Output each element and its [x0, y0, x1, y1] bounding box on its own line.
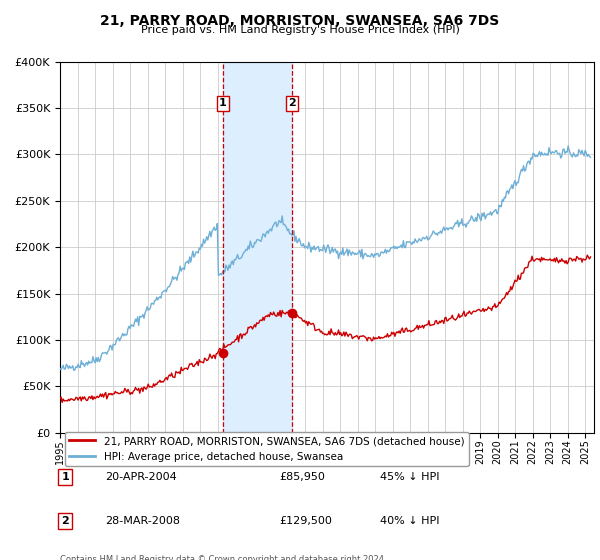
Text: 21, PARRY ROAD, MORRISTON, SWANSEA, SA6 7DS: 21, PARRY ROAD, MORRISTON, SWANSEA, SA6 … — [100, 14, 500, 28]
Text: 28-MAR-2008: 28-MAR-2008 — [106, 516, 181, 526]
Text: Price paid vs. HM Land Registry's House Price Index (HPI): Price paid vs. HM Land Registry's House … — [140, 25, 460, 35]
Text: £85,950: £85,950 — [279, 472, 325, 482]
Text: 2: 2 — [61, 516, 69, 526]
Text: 1: 1 — [219, 99, 227, 108]
Text: 2: 2 — [288, 99, 296, 108]
Text: 1: 1 — [61, 472, 69, 482]
Text: Contains HM Land Registry data © Crown copyright and database right 2024.: Contains HM Land Registry data © Crown c… — [60, 554, 386, 560]
Bar — [223, 62, 292, 433]
Legend: 21, PARRY ROAD, MORRISTON, SWANSEA, SA6 7DS (detached house), HPI: Average price: 21, PARRY ROAD, MORRISTON, SWANSEA, SA6 … — [65, 432, 469, 466]
Text: 45% ↓ HPI: 45% ↓ HPI — [380, 472, 440, 482]
Text: £129,500: £129,500 — [279, 516, 332, 526]
Text: 40% ↓ HPI: 40% ↓ HPI — [380, 516, 440, 526]
Text: 20-APR-2004: 20-APR-2004 — [106, 472, 177, 482]
